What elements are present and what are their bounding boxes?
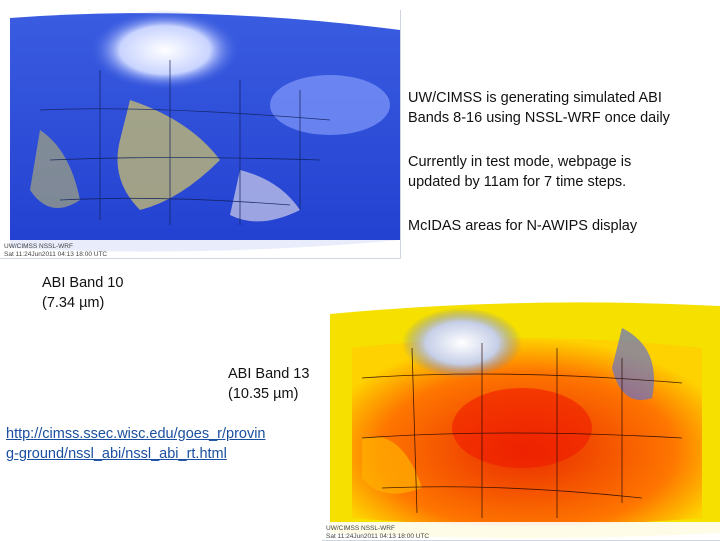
- band10-dry-region: [117, 100, 220, 210]
- band10-caption-line1: UW/CIMSS NSSL-WRF: [4, 243, 73, 250]
- band13-label: ABI Band 13 (10.35 µm): [228, 364, 328, 404]
- realtime-page-link[interactable]: http://cimss.ssec.wisc.edu/goes_r/provin…: [6, 424, 321, 464]
- status-line-1: Currently in test mode, webpage is: [408, 154, 632, 170]
- link-line-1[interactable]: http://cimss.ssec.wisc.edu/goes_r/provin: [6, 426, 266, 442]
- band13-caption-line1: UW/CIMSS NSSL-WRF: [326, 525, 395, 532]
- abi-band10-image: UW/CIMSS NSSL-WRF Sat 11:24Jun2011 04:13…: [0, 10, 401, 259]
- description-text: UW/CIMSS is generating simulated ABI Ban…: [408, 88, 708, 128]
- band13-name: ABI Band 13: [228, 366, 310, 382]
- status-text: Currently in test mode, webpage is updat…: [408, 152, 708, 192]
- abi-band13-image: UW/CIMSS NSSL-WRF Sat 11:24Jun2011 04:13…: [322, 288, 720, 541]
- description-line-2: Bands 8-16 using NSSL-WRF once daily: [408, 110, 670, 126]
- band10-map-svg: UW/CIMSS NSSL-WRF Sat 11:24Jun2011 04:13…: [0, 10, 400, 258]
- status-line-2: updated by 11am for 7 time steps.: [408, 174, 627, 190]
- band13-map-svg: UW/CIMSS NSSL-WRF Sat 11:24Jun2011 04:13…: [322, 302, 720, 540]
- link-line-2[interactable]: g-ground/nssl_abi/nssl_abi_rt.html: [6, 446, 227, 462]
- band10-caption-line2: Sat 11:24Jun2011 04:13 18:00 UTC: [4, 251, 107, 258]
- band10-name: ABI Band 10: [42, 275, 124, 291]
- mcidas-note: McIDAS areas for N-AWIPS display: [408, 218, 638, 234]
- band13-borders: [361, 343, 683, 518]
- band10-label: ABI Band 10 (7.34 µm): [42, 273, 242, 313]
- band10-storm-swirl: [90, 10, 240, 90]
- band10-borders: [39, 60, 331, 225]
- band13-storm-swirl: [402, 308, 522, 378]
- band10-wavelength: (7.34 µm): [42, 295, 105, 311]
- band13-wavelength: (10.35 µm): [228, 386, 299, 402]
- band13-caption-line2: Sat 11:24Jun2011 04:13 18:00 UTC: [326, 533, 429, 540]
- description-line-1: UW/CIMSS is generating simulated ABI: [408, 90, 662, 106]
